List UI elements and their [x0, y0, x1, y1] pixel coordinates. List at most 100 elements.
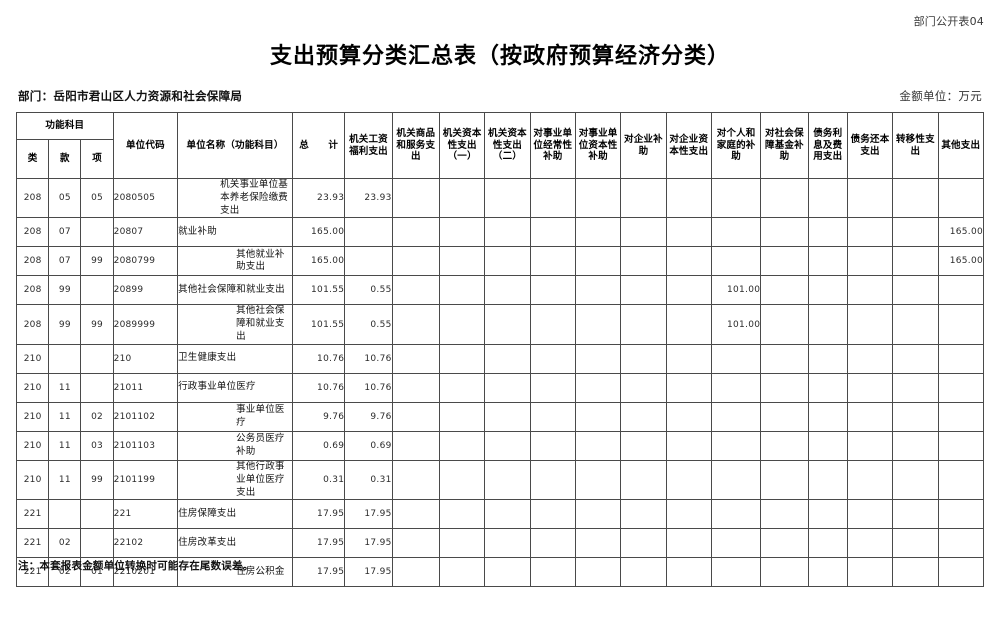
- footnote: 注：本套报表金额单位转换时可能存在尾数误差。: [18, 560, 254, 572]
- cell-enterprise-subsidy: [620, 557, 667, 588]
- header-unit-name: 单位名称（功能科目）: [177, 112, 293, 179]
- cell-agency-goods-services: [391, 401, 440, 432]
- cell-enterprise-subsidy: [620, 499, 667, 530]
- header-total: 总 计: [291, 112, 346, 179]
- cell-individual-family-subsidy: [710, 557, 762, 588]
- cell-agency-capital-2: [484, 459, 531, 501]
- cell-unit-code: 2080799: [112, 246, 179, 277]
- cell-individual-family-subsidy: [710, 528, 762, 559]
- cell-debt-interest-fee: [807, 459, 848, 501]
- cell-social-security-fund-subsidy: [760, 275, 809, 306]
- cell-lei: 210: [15, 459, 50, 501]
- cell-enterprise-subsidy: [620, 343, 667, 374]
- cell-agency-salary-welfare: [344, 217, 393, 248]
- cell-lei: 208: [15, 275, 50, 306]
- cell-other-expenditure: [937, 528, 985, 559]
- cell-agency-capital-2: [484, 217, 531, 248]
- cell-institution-recurrent-subsidy: [529, 528, 576, 559]
- header-debt-principal-repayment: 债务还本支出: [846, 112, 894, 179]
- cell-agency-capital-1: [438, 217, 486, 248]
- header-individual-family-subsidy: 对个人和家庭的补助: [710, 112, 762, 179]
- cell-other-expenditure: [937, 177, 985, 219]
- header-lei: 类: [15, 139, 50, 179]
- cell-social-security-fund-subsidy: [760, 430, 809, 461]
- cell-debt-interest-fee: [807, 177, 848, 219]
- header-agency-capital-2: 机关资本性支出（二）: [484, 112, 531, 179]
- cell-enterprise-capital-expenditure: [665, 304, 712, 345]
- header-kuan: 款: [48, 139, 82, 179]
- table-row: 208 07 99 2080799 其他就业补助支出 165.00 165.00: [15, 246, 985, 277]
- table-row: 210 11 21011 行政事业单位医疗 10.76 10.76: [15, 372, 985, 403]
- cell-other-expenditure: [937, 304, 985, 345]
- cell-unit-code: 2101199: [112, 459, 179, 501]
- cell-kuan: [48, 499, 82, 530]
- cell-xiang: 99: [80, 246, 114, 277]
- cell-individual-family-subsidy: 101.00: [710, 275, 762, 306]
- cell-other-expenditure: [937, 401, 985, 432]
- cell-debt-principal-repayment: [846, 499, 894, 530]
- cell-kuan: 02: [48, 557, 82, 588]
- cell-lei: 208: [15, 304, 50, 345]
- table-row: 210 11 03 2101103 公务员医疗补助 0.69 0.69: [15, 430, 985, 461]
- cell-institution-capital-subsidy: [574, 430, 622, 461]
- cell-debt-interest-fee: [807, 246, 848, 277]
- cell-total: 10.76: [291, 343, 346, 374]
- table-row: 208 05 05 2080505 机关事业单位基本养老保险缴费支出 23.93 23.93: [15, 177, 985, 219]
- cell-unit-name: 公务员医疗补助: [177, 430, 293, 461]
- cell-agency-capital-2: [484, 343, 531, 374]
- cell-enterprise-capital-expenditure: [665, 430, 712, 461]
- cell-debt-principal-repayment: [846, 459, 894, 501]
- cell-unit-code: 22102: [112, 528, 179, 559]
- cell-enterprise-subsidy: [620, 246, 667, 277]
- cell-institution-recurrent-subsidy: [529, 177, 576, 219]
- table-row: 210 11 02 2101102 事业单位医疗 9.76 9.76: [15, 401, 985, 432]
- cell-institution-recurrent-subsidy: [529, 372, 576, 403]
- cell-xiang: 99: [80, 459, 114, 501]
- cell-agency-capital-2: [484, 275, 531, 306]
- cell-institution-recurrent-subsidy: [529, 246, 576, 277]
- form-number-label: 部门公开表04: [913, 15, 984, 28]
- cell-institution-capital-subsidy: [574, 372, 622, 403]
- department-label: 部门：岳阳市君山区人力资源和社会保障局: [18, 89, 243, 103]
- table-row: 221 221 住房保障支出 17.95 17.95: [15, 499, 985, 530]
- cell-agency-salary-welfare: [344, 246, 393, 277]
- cell-debt-principal-repayment: [846, 275, 894, 306]
- cell-transfer-expenditure: [892, 372, 939, 403]
- cell-individual-family-subsidy: [710, 177, 762, 219]
- cell-xiang: [80, 343, 114, 374]
- cell-agency-capital-1: [438, 343, 486, 374]
- cell-lei: 210: [15, 401, 50, 432]
- cell-social-security-fund-subsidy: [760, 528, 809, 559]
- cell-institution-recurrent-subsidy: [529, 430, 576, 461]
- cell-transfer-expenditure: [892, 177, 939, 219]
- table-row: 221 02 22102 住房改革支出 17.95 17.95: [15, 528, 985, 559]
- cell-institution-capital-subsidy: [574, 217, 622, 248]
- cell-agency-goods-services: [391, 499, 440, 530]
- cell-enterprise-subsidy: [620, 430, 667, 461]
- cell-debt-interest-fee: [807, 401, 848, 432]
- cell-transfer-expenditure: [892, 528, 939, 559]
- cell-agency-salary-welfare: 10.76: [344, 372, 393, 403]
- cell-agency-goods-services: [391, 343, 440, 374]
- cell-agency-capital-2: [484, 177, 531, 219]
- cell-xiang: [80, 275, 114, 306]
- cell-unit-code: 2210201: [112, 557, 179, 588]
- cell-social-security-fund-subsidy: [760, 372, 809, 403]
- cell-agency-salary-welfare: 17.95: [344, 557, 393, 588]
- cell-total: 0.69: [291, 430, 346, 461]
- cell-kuan: 02: [48, 528, 82, 559]
- cell-unit-name: 行政事业单位医疗: [177, 372, 293, 403]
- cell-agency-goods-services: [391, 275, 440, 306]
- cell-xiang: [80, 499, 114, 530]
- cell-agency-capital-1: [438, 459, 486, 501]
- cell-agency-salary-welfare: 9.76: [344, 401, 393, 432]
- cell-debt-principal-repayment: [846, 430, 894, 461]
- header-enterprise-capital-expenditure: 对企业资本性支出: [665, 112, 712, 179]
- cell-agency-goods-services: [391, 557, 440, 588]
- cell-lei: 210: [15, 372, 50, 403]
- cell-agency-goods-services: [391, 459, 440, 501]
- cell-individual-family-subsidy: [710, 343, 762, 374]
- cell-agency-salary-welfare: 17.95: [344, 499, 393, 530]
- header-debt-interest-fee: 债务利息及费用支出: [807, 112, 848, 179]
- cell-transfer-expenditure: [892, 275, 939, 306]
